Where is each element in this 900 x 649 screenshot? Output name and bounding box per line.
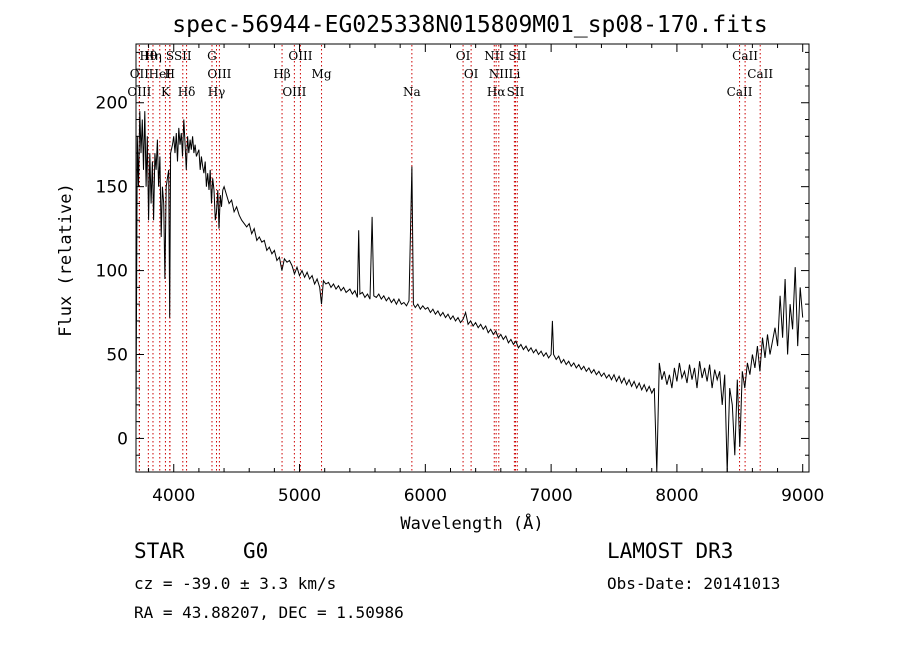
line-label: Hγ — [208, 85, 226, 99]
line-label: CaII — [727, 85, 753, 99]
line-label: G — [207, 49, 217, 63]
line-label: Hη — [144, 49, 162, 63]
survey-name: LAMOST DR3 — [607, 539, 734, 563]
coordinates: RA = 43.88207, DEC = 1.50986 — [134, 603, 404, 622]
line-label: CaII — [747, 67, 773, 81]
x-axis-label: Wavelength (Å) — [400, 512, 543, 534]
line-label: OIII — [288, 49, 312, 63]
line-label: NII — [489, 67, 509, 81]
x-tick-label: 4000 — [152, 486, 195, 506]
obs-date: Obs-Date: 20141013 — [607, 574, 781, 593]
line-label: S — [166, 49, 174, 63]
x-tick-label: 7000 — [529, 486, 572, 506]
line-label: SII — [507, 85, 525, 99]
redshift: cz = -39.0 ± 3.3 km/s — [134, 574, 337, 593]
line-label: NII — [484, 49, 504, 63]
y-tick-label: 100 — [96, 262, 128, 282]
line-label: Na — [403, 85, 421, 99]
line-label: Hδ — [178, 85, 196, 99]
x-tick-label: 5000 — [278, 486, 321, 506]
line-label: H — [164, 67, 174, 81]
line-label: OI — [456, 49, 471, 63]
y-tick-label: 200 — [96, 94, 128, 114]
line-label: K — [161, 85, 171, 99]
y-tick-label: 50 — [106, 346, 128, 366]
line-label: HeI — [149, 67, 172, 81]
line-label: Li — [508, 67, 520, 81]
line-label: OII — [130, 67, 150, 81]
x-tick-label: 6000 — [404, 486, 447, 506]
y-tick-label: 0 — [117, 429, 128, 449]
line-label: SII — [174, 49, 192, 63]
line-label: OI — [464, 67, 479, 81]
line-label: Hθ — [139, 49, 157, 63]
x-tick-label: 8000 — [655, 486, 698, 506]
y-axis-label: Flux (relative) — [56, 183, 76, 337]
line-label: OIII — [127, 85, 151, 99]
line-label: CaII — [732, 49, 758, 63]
line-label: Mg — [312, 67, 332, 81]
subclass: G0 — [243, 539, 269, 563]
line-labels: HθOIIOIIIHηHeIKSHHδSIIOIIIHγGHβOIIIOIIIM… — [127, 49, 773, 99]
y-tick-label: 150 — [96, 178, 128, 198]
x-tick-label: 9000 — [781, 486, 824, 506]
spectrum-series — [135, 111, 804, 473]
y-axis-ticks: 0 50 100 150 200 — [96, 51, 809, 456]
line-label: Hα — [487, 85, 506, 99]
line-label: Hβ — [273, 67, 290, 81]
line-label: SII — [508, 49, 526, 63]
line-markers — [138, 45, 761, 471]
line-label: OIII — [207, 67, 231, 81]
line-label: OIII — [282, 85, 306, 99]
chart-title: spec-56944-EG025338N015809M01_sp08-170.f… — [172, 12, 767, 38]
x-axis-ticks: 4000 5000 6000 7000 8000 9000 — [148, 44, 824, 506]
object-class: STAR — [134, 539, 185, 563]
plot-frame — [135, 43, 810, 473]
